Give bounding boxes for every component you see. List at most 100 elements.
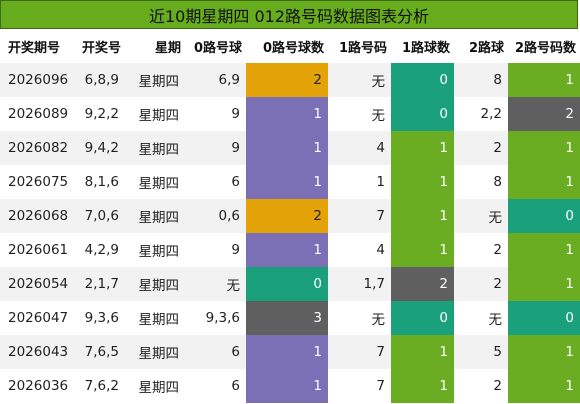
cell-zero-ball: 无 bbox=[185, 267, 246, 301]
cell-zero-ball: 0,6 bbox=[185, 199, 246, 233]
cell-two-count: 1 bbox=[508, 63, 580, 97]
header-two-ball: 2路球 bbox=[454, 30, 508, 63]
table-row: 2026036 7,6,2 星期四 6 1 7 1 2 1 bbox=[0, 369, 580, 403]
cell-numbers: 8,1,6 bbox=[69, 165, 125, 199]
cell-two-count: 1 bbox=[508, 267, 580, 301]
cell-two-ball: 2,2 bbox=[454, 97, 508, 131]
cell-zero-count: 1 bbox=[246, 131, 328, 165]
cell-numbers: 9,3,6 bbox=[69, 301, 125, 335]
cell-weekday: 星期四 bbox=[125, 369, 185, 403]
cell-two-count: 0 bbox=[508, 199, 580, 233]
cell-one-ball: 7 bbox=[328, 199, 391, 233]
cell-zero-ball: 6 bbox=[185, 335, 246, 369]
cell-issue: 2026075 bbox=[0, 165, 69, 199]
table-row: 2026047 9,3,6 星期四 9,3,6 3 无 0 无 0 bbox=[0, 301, 580, 335]
page-title: 近10期星期四 012路号码数据图表分析 bbox=[0, 0, 578, 29]
header-issue: 开奖期号 bbox=[0, 30, 69, 63]
cell-two-ball: 无 bbox=[454, 301, 508, 335]
cell-issue: 2026096 bbox=[0, 63, 69, 97]
cell-two-ball: 2 bbox=[454, 369, 508, 403]
cell-two-count: 1 bbox=[508, 165, 580, 199]
cell-issue: 2026047 bbox=[0, 301, 69, 335]
cell-two-ball: 8 bbox=[454, 63, 508, 97]
cell-zero-count: 2 bbox=[246, 199, 328, 233]
cell-two-ball: 无 bbox=[454, 199, 508, 233]
cell-zero-count: 1 bbox=[246, 165, 328, 199]
cell-weekday: 星期四 bbox=[125, 165, 185, 199]
cell-one-count: 1 bbox=[391, 131, 454, 165]
cell-zero-count: 3 bbox=[246, 301, 328, 335]
cell-two-ball: 2 bbox=[454, 267, 508, 301]
header-one-count: 1路球数 bbox=[391, 30, 454, 63]
cell-issue: 2026043 bbox=[0, 335, 69, 369]
cell-one-count: 2 bbox=[391, 267, 454, 301]
cell-two-count: 2 bbox=[508, 97, 580, 131]
cell-two-count: 1 bbox=[508, 369, 580, 403]
data-table: 开奖期号 开奖号 星期 0路号球 0路号球数 1路号码 1路球数 2路球 2路号… bbox=[0, 30, 580, 403]
cell-one-ball: 无 bbox=[328, 97, 391, 131]
cell-zero-count: 1 bbox=[246, 335, 328, 369]
cell-numbers: 7,6,2 bbox=[69, 369, 125, 403]
cell-weekday: 星期四 bbox=[125, 63, 185, 97]
cell-zero-ball: 9 bbox=[185, 131, 246, 165]
cell-zero-ball: 9 bbox=[185, 97, 246, 131]
cell-numbers: 6,8,9 bbox=[69, 63, 125, 97]
header-weekday: 星期 bbox=[125, 30, 185, 63]
table-row: 2026068 7,0,6 星期四 0,6 2 7 1 无 0 bbox=[0, 199, 580, 233]
cell-zero-count: 1 bbox=[246, 369, 328, 403]
cell-zero-ball: 9,3,6 bbox=[185, 301, 246, 335]
cell-numbers: 4,2,9 bbox=[69, 233, 125, 267]
cell-issue: 2026082 bbox=[0, 131, 69, 165]
cell-issue: 2026054 bbox=[0, 267, 69, 301]
cell-zero-count: 2 bbox=[246, 63, 328, 97]
cell-one-count: 0 bbox=[391, 97, 454, 131]
cell-zero-count: 0 bbox=[246, 267, 328, 301]
cell-numbers: 7,6,5 bbox=[69, 335, 125, 369]
header-zero-count: 0路号球数 bbox=[246, 30, 328, 63]
cell-one-ball: 7 bbox=[328, 369, 391, 403]
cell-one-count: 1 bbox=[391, 199, 454, 233]
cell-weekday: 星期四 bbox=[125, 267, 185, 301]
cell-zero-count: 1 bbox=[246, 233, 328, 267]
table-row: 2026054 2,1,7 星期四无 0 1,7 2 2 1 bbox=[0, 267, 580, 301]
cell-two-count: 0 bbox=[508, 301, 580, 335]
header-one-ball: 1路号码 bbox=[328, 30, 391, 63]
cell-two-ball: 8 bbox=[454, 165, 508, 199]
cell-weekday: 星期四 bbox=[125, 199, 185, 233]
table-row: 2026043 7,6,5 星期四 6 1 7 1 5 1 bbox=[0, 335, 580, 369]
cell-zero-ball: 6 bbox=[185, 165, 246, 199]
cell-zero-ball: 9 bbox=[185, 233, 246, 267]
table-row: 2026082 9,4,2 星期四 9 1 4 1 2 1 bbox=[0, 131, 580, 165]
table-row: 2026061 4,2,9 星期四 9 1 4 1 2 1 bbox=[0, 233, 580, 267]
cell-one-ball: 无 bbox=[328, 301, 391, 335]
cell-two-count: 1 bbox=[508, 233, 580, 267]
table-body: 2026096 6,8,9 星期四 6,9 2 无 0 8 1 2026089 9,2,2 星期四 9 1… bbox=[0, 63, 580, 403]
cell-two-count: 1 bbox=[508, 131, 580, 165]
cell-one-count: 0 bbox=[391, 63, 454, 97]
cell-one-ball: 1,7 bbox=[328, 267, 391, 301]
cell-issue: 2026068 bbox=[0, 199, 69, 233]
header-numbers: 开奖号 bbox=[69, 30, 125, 63]
cell-one-count: 1 bbox=[391, 165, 454, 199]
cell-one-ball: 无 bbox=[328, 63, 391, 97]
cell-two-count: 1 bbox=[508, 335, 580, 369]
cell-numbers: 9,2,2 bbox=[69, 97, 125, 131]
cell-weekday: 星期四 bbox=[125, 233, 185, 267]
table-row: 2026075 8,1,6 星期四 6 1 1 1 8 1 bbox=[0, 165, 580, 199]
cell-one-count: 1 bbox=[391, 335, 454, 369]
cell-weekday: 星期四 bbox=[125, 131, 185, 165]
cell-numbers: 2,1,7 bbox=[69, 267, 125, 301]
cell-one-ball: 4 bbox=[328, 131, 391, 165]
cell-one-count: 1 bbox=[391, 233, 454, 267]
table-row: 2026096 6,8,9 星期四 6,9 2 无 0 8 1 bbox=[0, 63, 580, 97]
cell-numbers: 9,4,2 bbox=[69, 131, 125, 165]
cell-one-ball: 4 bbox=[328, 233, 391, 267]
cell-zero-count: 1 bbox=[246, 97, 328, 131]
cell-weekday: 星期四 bbox=[125, 97, 185, 131]
cell-zero-ball: 6 bbox=[185, 369, 246, 403]
cell-one-count: 1 bbox=[391, 369, 454, 403]
header-two-count: 2路号码数 bbox=[508, 30, 580, 63]
cell-weekday: 星期四 bbox=[125, 301, 185, 335]
cell-issue: 2026061 bbox=[0, 233, 69, 267]
